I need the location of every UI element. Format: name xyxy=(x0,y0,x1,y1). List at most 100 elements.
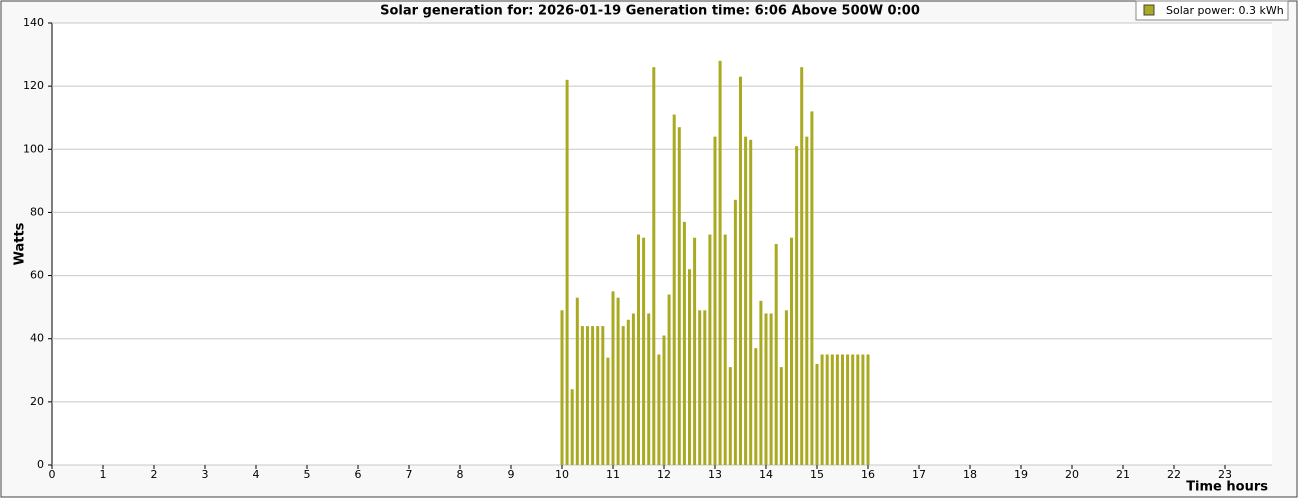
bar xyxy=(596,326,600,465)
bar xyxy=(784,310,788,465)
bar xyxy=(591,326,595,465)
bar xyxy=(667,294,671,465)
bar xyxy=(764,313,768,465)
bar xyxy=(580,326,584,465)
bar xyxy=(851,354,855,465)
bar xyxy=(565,79,569,465)
bar xyxy=(647,313,651,465)
bar xyxy=(652,67,656,465)
bar xyxy=(560,310,564,465)
x-tick-label: 14 xyxy=(759,468,773,481)
bar xyxy=(611,291,615,465)
bar xyxy=(642,237,646,465)
bar xyxy=(825,354,829,465)
chart-title: Solar generation for: 2026-01-19 Generat… xyxy=(380,4,920,19)
y-tick-label: 80 xyxy=(30,205,44,218)
x-tick-label: 4 xyxy=(253,468,260,481)
x-tick-label: 9 xyxy=(508,468,515,481)
x-tick-label: 10 xyxy=(555,468,569,481)
x-tick-label: 23 xyxy=(1218,468,1232,481)
bar xyxy=(698,310,702,465)
x-tick-label: 20 xyxy=(1065,468,1079,481)
x-tick-label: 15 xyxy=(810,468,824,481)
y-tick-label: 0 xyxy=(37,458,44,471)
bar xyxy=(677,127,681,465)
x-tick-label: 1 xyxy=(100,468,107,481)
bar xyxy=(754,348,758,465)
x-axis-label: Time hours xyxy=(1186,480,1268,495)
bar xyxy=(688,269,691,465)
bar xyxy=(774,244,778,465)
bar xyxy=(601,326,605,465)
bar xyxy=(744,136,748,465)
x-tick-label: 8 xyxy=(457,468,464,481)
bar xyxy=(682,221,686,465)
bar xyxy=(626,319,630,465)
legend-swatch xyxy=(1143,4,1155,16)
bar xyxy=(662,335,666,465)
bar xyxy=(795,146,799,465)
y-tick-label: 40 xyxy=(30,332,44,345)
x-tick-label: 12 xyxy=(657,468,671,481)
x-tick-label: 18 xyxy=(963,468,977,481)
bar xyxy=(693,237,697,465)
bar xyxy=(718,60,722,466)
legend-label: Solar power: 0.3 kWh xyxy=(1166,4,1284,17)
x-tick-label: 0 xyxy=(49,468,56,481)
x-tick-label: 17 xyxy=(912,468,926,481)
bar xyxy=(703,310,707,465)
bar xyxy=(575,297,579,465)
legend-box xyxy=(1135,0,1289,21)
y-tick-label: 120 xyxy=(23,79,44,92)
x-tick-label: 6 xyxy=(355,468,362,481)
bar xyxy=(866,354,870,465)
bar xyxy=(631,313,635,465)
bar xyxy=(769,313,773,465)
x-tick-label: 11 xyxy=(606,468,620,481)
x-tick-label: 21 xyxy=(1116,468,1130,481)
bar xyxy=(606,357,610,465)
x-tick-label: 7 xyxy=(406,468,413,481)
bar xyxy=(846,354,850,465)
bar xyxy=(657,354,661,465)
bar xyxy=(586,326,589,465)
bar xyxy=(815,363,819,465)
x-tick-label: 22 xyxy=(1167,468,1181,481)
bar xyxy=(713,136,717,465)
bar xyxy=(861,354,865,465)
bar xyxy=(672,114,676,466)
y-tick-label: 100 xyxy=(23,142,44,155)
bar xyxy=(759,300,763,465)
bar xyxy=(723,234,727,465)
bar xyxy=(830,354,834,465)
x-tick-label: 19 xyxy=(1014,468,1028,481)
bar xyxy=(790,237,793,465)
plot-area xyxy=(52,23,1272,465)
bar xyxy=(637,234,640,465)
x-tick-label: 3 xyxy=(202,468,209,481)
bar xyxy=(800,67,804,465)
bar xyxy=(708,234,712,465)
y-tick-label: 60 xyxy=(30,269,44,282)
bar xyxy=(728,367,732,465)
y-axis-label: Watts xyxy=(13,222,28,265)
bar xyxy=(739,76,742,466)
bar xyxy=(841,354,844,465)
x-tick-label: 5 xyxy=(304,468,311,481)
x-tick-label: 16 xyxy=(861,468,875,481)
y-tick-label: 140 xyxy=(23,16,44,29)
bar xyxy=(805,136,809,465)
bar xyxy=(749,139,753,466)
y-tick-label: 20 xyxy=(30,395,44,408)
x-tick-label: 13 xyxy=(708,468,722,481)
bar xyxy=(856,354,860,465)
bar xyxy=(616,297,620,465)
bar xyxy=(835,354,839,465)
bar xyxy=(733,199,737,466)
bar xyxy=(779,367,783,465)
bar xyxy=(810,111,814,466)
bar xyxy=(820,354,824,465)
bar xyxy=(621,326,625,465)
bar xyxy=(570,389,574,465)
